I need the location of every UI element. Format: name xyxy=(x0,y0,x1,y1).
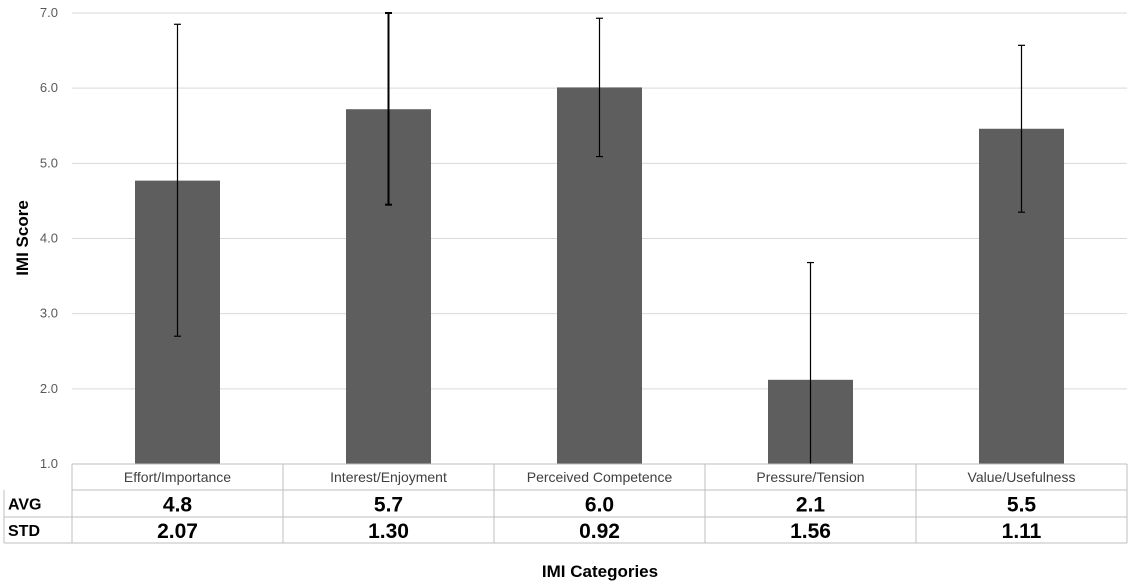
table-cell-value: 1.56 xyxy=(790,520,831,543)
table-cell-value: 2.07 xyxy=(157,520,198,543)
y-axis-title: IMI Score xyxy=(13,200,32,276)
y-tick-label: 6.0 xyxy=(40,80,58,95)
y-tick-label: 1.0 xyxy=(40,456,58,471)
category-label: Perceived Competence xyxy=(527,469,673,485)
y-tick-label: 4.0 xyxy=(40,231,58,246)
table-row-header: AVG xyxy=(8,497,41,514)
y-tick-label: 3.0 xyxy=(40,306,58,321)
y-tick-labels: 1.0 2.0 3.0 4.0 5.0 6.0 7.0 xyxy=(40,5,58,471)
category-label: Value/Usefulness xyxy=(968,469,1076,485)
y-tick-label: 5.0 xyxy=(40,155,58,170)
table-cell-value: 5.7 xyxy=(374,494,403,517)
y-tick-label: 2.0 xyxy=(40,381,58,396)
category-label: Pressure/Tension xyxy=(756,469,864,485)
table-row-header: STD xyxy=(8,523,40,540)
table-cell-value: 1.11 xyxy=(1002,520,1042,543)
category-label: Effort/Importance xyxy=(124,469,231,485)
x-axis-title: IMI Categories xyxy=(542,562,658,581)
category-label: Interest/Enjoyment xyxy=(330,469,447,485)
error-bars xyxy=(174,12,1025,464)
table-cell-value: 4.8 xyxy=(163,494,193,517)
table-cell-value: 6.0 xyxy=(585,494,614,517)
table-cell-value: 1.30 xyxy=(368,520,409,543)
data-table: Effort/Importance Interest/Enjoyment Perce… xyxy=(3,463,1128,544)
table-cell-value: 5.5 xyxy=(1007,494,1037,517)
table-cell-value: 0.92 xyxy=(579,520,620,543)
y-tick-label: 7.0 xyxy=(40,5,58,20)
table-cell-value: 2.1 xyxy=(796,494,826,517)
